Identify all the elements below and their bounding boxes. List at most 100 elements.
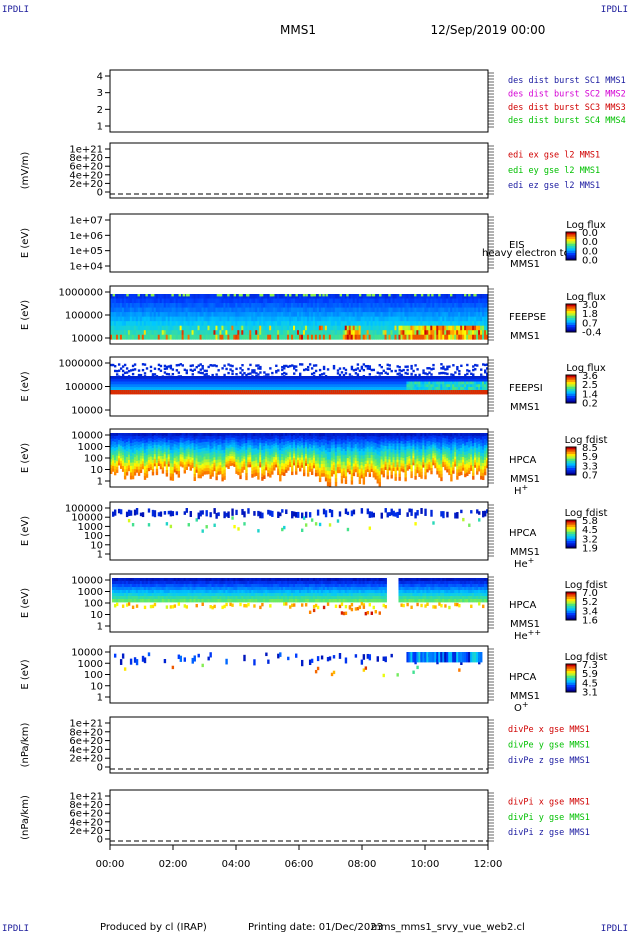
hpca_h-pixel xyxy=(125,469,129,473)
hpca_h-pixel xyxy=(197,455,200,460)
hpca_h-pixel xyxy=(125,460,129,464)
feepse-pixel xyxy=(133,316,137,322)
feepse-pixel xyxy=(139,303,143,308)
feepse-pixel xyxy=(135,325,139,331)
feepse-pixel xyxy=(263,316,266,322)
feepse-pixel xyxy=(362,303,366,308)
hpca_h-pixel xyxy=(149,464,153,468)
hpca_h-pixel xyxy=(121,460,125,464)
feepse-pixel xyxy=(253,316,256,322)
feepse-pixel xyxy=(326,325,330,331)
feepsi-pixel xyxy=(201,390,204,395)
feepse-pixel xyxy=(178,294,181,297)
feepsi-pixel xyxy=(392,390,395,395)
feepsi-pixel xyxy=(143,378,147,382)
feepse-pixel xyxy=(480,307,483,313)
feepse-pixel xyxy=(474,312,477,318)
hpca_h-pixel xyxy=(111,449,115,453)
feepsi-pixel xyxy=(378,376,381,380)
feepse-pixel xyxy=(342,321,346,327)
feepse-pixel xyxy=(390,325,393,331)
hpca_h-pixel xyxy=(221,433,224,437)
feepse-pixel xyxy=(478,303,481,308)
feepsi-pixel xyxy=(340,378,344,382)
hpca_h-pixel xyxy=(211,470,214,474)
hpca_h-pixel xyxy=(249,442,252,446)
burst-legend-item: des dist burst SC1 MMS1 xyxy=(508,76,626,86)
hpca_h-pixel xyxy=(247,452,250,456)
feepse-pixel xyxy=(133,321,137,327)
feepse-pixel xyxy=(476,312,479,318)
hpca_h-pixel xyxy=(155,441,159,446)
hpca_h-pixel xyxy=(115,464,119,468)
feepse-pixel xyxy=(267,307,270,313)
feepse-pixel xyxy=(143,298,147,304)
hpca_h-pixel xyxy=(205,435,208,440)
feepse-pixel xyxy=(342,307,346,313)
feepsi-pixel xyxy=(153,376,157,380)
hpca_h-pixel xyxy=(235,433,238,437)
feepse-pixel xyxy=(396,294,399,299)
feepse-pixel xyxy=(247,316,250,322)
feepse-pixel xyxy=(382,330,385,336)
feepse-pixel xyxy=(163,321,167,327)
feepse-pixel xyxy=(322,330,326,336)
feepse-pixel xyxy=(297,334,300,340)
feepsi-pixel xyxy=(129,381,133,385)
feepse-pixel xyxy=(366,325,370,331)
feepsi-pixel xyxy=(275,384,278,388)
feepsi-pixel xyxy=(181,387,185,391)
feepsi-pixel xyxy=(428,378,431,382)
feepse-pixel xyxy=(336,330,340,336)
hpca_h-pixel xyxy=(147,443,151,447)
hpca_h-pixel xyxy=(213,462,216,466)
feepse-pixel xyxy=(422,330,425,336)
hpca_h-pixel xyxy=(133,436,137,440)
hpca_h-pixel xyxy=(159,438,163,442)
feepsi-pixel xyxy=(354,372,358,375)
feepsi-pixel xyxy=(137,381,141,385)
feepsi-pixel xyxy=(446,376,449,380)
feepse-pixel xyxy=(147,307,151,313)
hpca_h-pixel xyxy=(141,463,145,467)
hpca_h-pixel xyxy=(110,433,113,437)
hpca_h-pixel xyxy=(177,442,181,447)
feepsi-pixel xyxy=(197,390,200,395)
feepse-pixel xyxy=(165,316,169,322)
hpca_h-pixel xyxy=(179,451,183,455)
feepsi-colorbar-cell xyxy=(566,389,576,392)
feepse-pixel xyxy=(426,307,429,313)
feepsi-pixel xyxy=(446,381,449,385)
feepse-pixel xyxy=(386,303,389,308)
feepse-pixel xyxy=(438,312,441,318)
feepsi-pixel xyxy=(384,376,387,380)
hpca_h-pixel xyxy=(173,433,177,437)
feepse-pixel xyxy=(462,334,465,340)
burst-ytick-label: 2 xyxy=(97,105,103,116)
feepsi-pixel xyxy=(243,384,246,388)
feepse-pixel xyxy=(474,294,477,297)
feepse-pixel xyxy=(285,330,288,336)
feepse-pixel xyxy=(410,298,413,304)
hpca_h-pixel xyxy=(187,459,190,462)
feepsi-pixel xyxy=(275,364,278,368)
feepsi-pixel xyxy=(350,367,354,371)
feepse-pixel xyxy=(310,321,314,327)
feepsi-pixel xyxy=(231,387,234,391)
hpca_h-pixel xyxy=(205,433,208,437)
feepse-pixel xyxy=(177,334,181,340)
feepsi-pixel xyxy=(368,365,372,368)
feepse-pixel xyxy=(115,312,119,318)
feepsi-pixel xyxy=(293,372,296,375)
feepse-pixel xyxy=(201,330,204,336)
hpca_h-pixel xyxy=(113,435,117,440)
feepsi-pixel xyxy=(283,390,286,395)
feepse-pixel xyxy=(418,321,421,327)
feepsi-pixel xyxy=(167,390,171,395)
feepse-pixel xyxy=(165,325,169,331)
feepse-pixel xyxy=(452,334,455,340)
hpca_h-pixel xyxy=(133,472,137,476)
feepse-pixel xyxy=(171,334,175,340)
hpca_h-pixel xyxy=(167,444,171,448)
feepsi-pixel xyxy=(486,378,489,382)
